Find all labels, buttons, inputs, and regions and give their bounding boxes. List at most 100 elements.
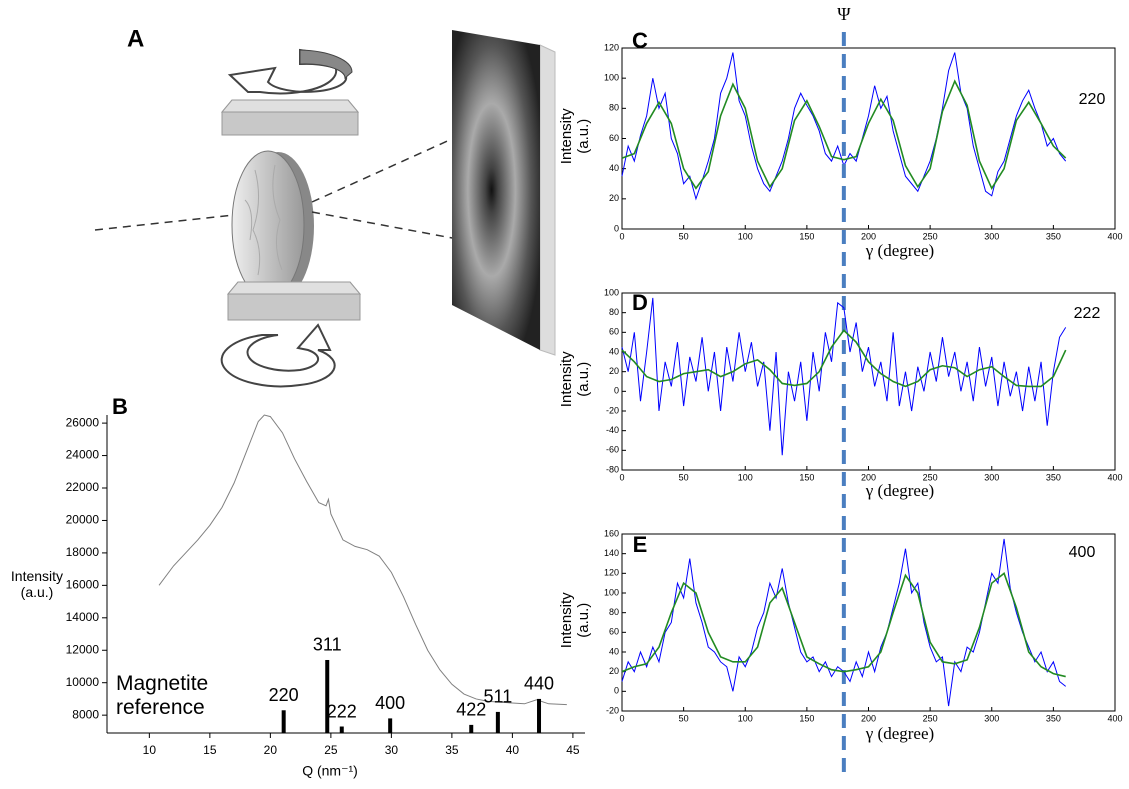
x-tick-label: 200 [861, 472, 876, 482]
y-tick-label: 100 [604, 587, 619, 597]
x-tick-label: 400 [1107, 472, 1122, 482]
x-tick-label: 400 [1107, 231, 1122, 241]
x-tick-label: 300 [984, 231, 999, 241]
reference-peak [325, 659, 330, 733]
x-tick-label: 50 [679, 231, 689, 241]
y-tick-label: 80 [609, 103, 619, 113]
schematic: A [94, 25, 556, 388]
y-tick-label: 60 [609, 327, 619, 337]
data-line [621, 297, 1067, 456]
x-tick-label: 150 [799, 231, 814, 241]
x-tick-label: 30 [385, 743, 399, 757]
x-tick-label: 250 [923, 713, 938, 723]
y-tick-label: 20 [609, 193, 619, 203]
x-tick-label: 0 [619, 472, 624, 482]
x-tick-label: 100 [738, 231, 753, 241]
x-tick-label: 10 [143, 743, 157, 757]
x-tick-label: 150 [799, 472, 814, 482]
data-line [621, 572, 1066, 678]
reference-peak [537, 698, 542, 733]
y-tick-label: -80 [606, 464, 619, 474]
x-axis-label: γ (degree) [865, 241, 934, 260]
panel-label: C [632, 28, 648, 53]
reference-peak [495, 711, 500, 733]
y-tick-label: 14000 [66, 610, 100, 624]
y-tick-label: 160 [604, 528, 619, 538]
y-tick-label: 140 [604, 548, 619, 558]
y-tick-label: 120 [604, 42, 619, 52]
reference-peak-label: 222 [327, 701, 357, 721]
reference-peak [469, 724, 474, 733]
y-tick-label: 20 [609, 366, 619, 376]
y-tick-label: 0 [614, 223, 619, 233]
y-tick-label: -40 [606, 425, 619, 435]
y-tick-label: -20 [606, 405, 619, 415]
x-tick-label: 300 [984, 713, 999, 723]
sample-texture [244, 164, 283, 276]
y-tick-label: 120 [604, 568, 619, 578]
y-tick-label: 40 [609, 646, 619, 656]
rotation-arrow [220, 323, 336, 388]
x-tick-label: 200 [861, 713, 876, 723]
x-tick-label: 300 [984, 472, 999, 482]
reference-peak-label: 440 [524, 674, 554, 694]
plot-frame [621, 47, 1116, 230]
reference-peak-label: 511 [484, 687, 513, 707]
x-tick-label: 100 [738, 713, 753, 723]
x-tick-label: 250 [923, 472, 938, 482]
y-tick-label: 100 [604, 287, 619, 297]
y-tick-label: 18000 [66, 545, 100, 559]
y-axis-label: Intensity (a.u.) [557, 350, 592, 407]
sample-disk [231, 150, 305, 300]
y-tick-label: 22000 [66, 480, 100, 494]
y-tick-label: 80 [609, 607, 619, 617]
x-tick-label: 45 [566, 743, 580, 757]
y-tick-label: 16000 [66, 578, 100, 592]
x-tick-label: 0 [619, 713, 624, 723]
panel-label: E [633, 532, 648, 557]
x-tick-label: 200 [861, 231, 876, 241]
panel-annotation: 400 [1069, 544, 1096, 561]
x-tick-label: 40 [506, 743, 520, 757]
detector-side [539, 44, 556, 356]
x-tick-label: 50 [679, 472, 689, 482]
x-axis-label: Q (nm⁻¹) [302, 763, 358, 779]
x-tick-label: 350 [1046, 231, 1061, 241]
y-tick-label: 40 [609, 163, 619, 173]
y-tick-label: 0 [614, 686, 619, 696]
reference-peak [339, 726, 344, 733]
y-tick-label: 60 [609, 133, 619, 143]
reference-peak [388, 718, 393, 733]
detector [452, 30, 540, 350]
y-tick-label: 60 [609, 627, 619, 637]
y-axis-label: Intensity (a.u.) [557, 591, 592, 648]
y-tick-label: 10000 [66, 675, 100, 689]
y-axis-label: Intensity (a.u.) [557, 107, 592, 164]
reference-peak-label: 220 [269, 685, 299, 705]
x-tick-label: 50 [679, 713, 689, 723]
data-line [621, 329, 1067, 388]
x-tick-label: 20 [264, 743, 278, 757]
beam-out [311, 211, 491, 246]
y-tick-label: 12000 [66, 642, 100, 656]
marker-label: Ψ [837, 4, 851, 24]
plot-frame [621, 533, 1116, 712]
x-tick-label: 400 [1107, 713, 1122, 723]
x-tick-label: 15 [203, 743, 217, 757]
y-tick-label: 40 [609, 346, 619, 356]
reference-peak-label: 311 [313, 635, 342, 655]
y-tick-label: 80 [609, 307, 619, 317]
x-axis-label: γ (degree) [865, 724, 934, 743]
data-line [158, 414, 567, 706]
y-axis-label: Intensity (a.u.) [10, 568, 64, 601]
y-tick-label: 100 [604, 73, 619, 83]
x-tick-label: 250 [923, 231, 938, 241]
x-tick-label: 350 [1046, 713, 1061, 723]
y-tick-label: -60 [606, 445, 619, 455]
y-tick-label: 8000 [72, 707, 99, 721]
panel-label: A [127, 25, 144, 52]
y-tick-label: -20 [606, 705, 619, 715]
magnet-top-face [220, 99, 360, 113]
x-tick-label: 0 [619, 231, 624, 241]
